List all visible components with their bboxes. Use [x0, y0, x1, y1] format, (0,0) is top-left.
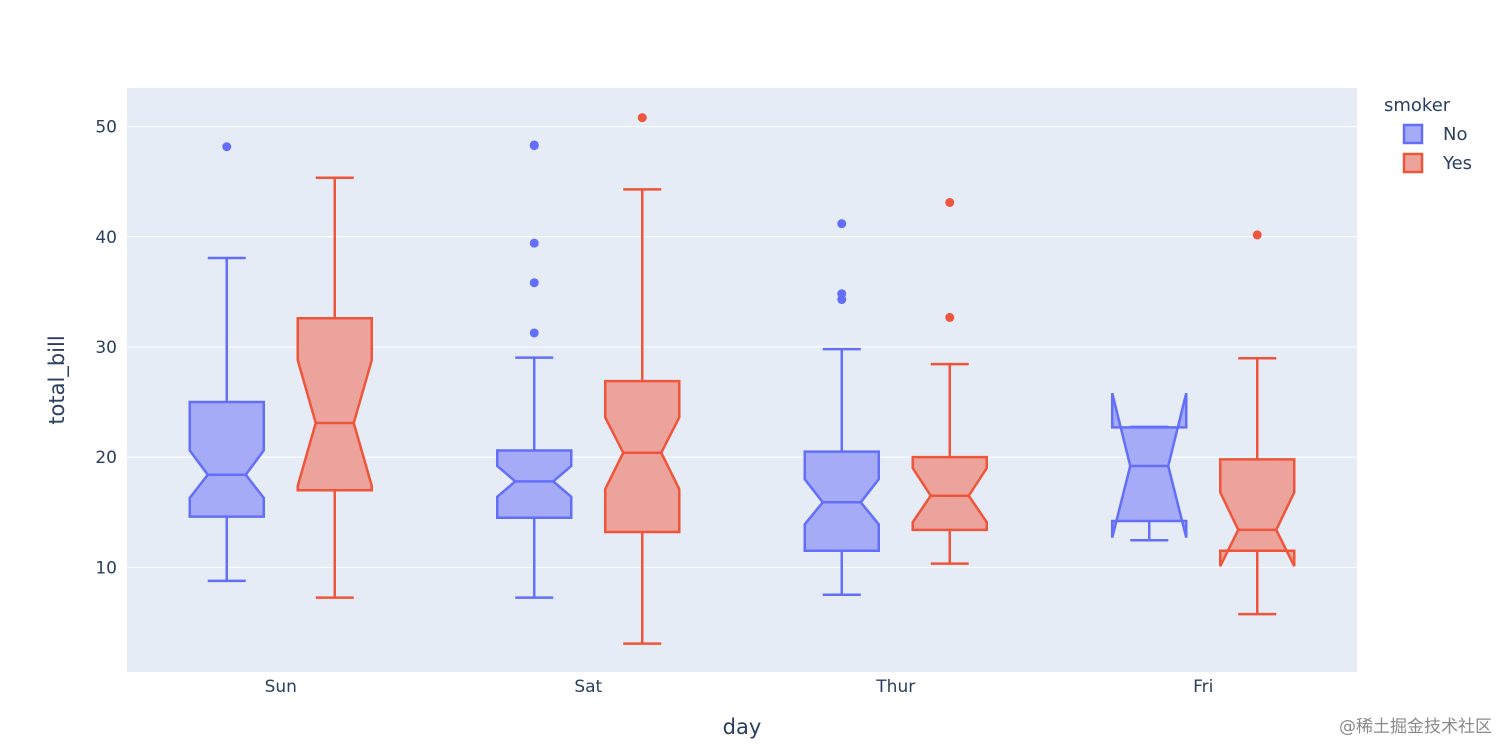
- box-body: [188, 400, 265, 518]
- x-tick-label-sat: Sat: [574, 677, 602, 697]
- watermark: @稀土掘金技术社区: [1339, 717, 1492, 737]
- y-axis-ticks: 10 20 30 40 50: [95, 118, 117, 579]
- x-tick-label-sun: Sun: [265, 677, 297, 697]
- box-yes-sun: [296, 176, 373, 599]
- x-axis-ticks: Sun Sat Thur Fri: [265, 677, 1214, 697]
- box-no-fri: [1111, 392, 1188, 542]
- legend-label: No: [1443, 124, 1467, 145]
- box-body: [604, 379, 681, 534]
- legend-label: Yes: [1442, 153, 1472, 174]
- outlier-point: [529, 141, 539, 151]
- y-tick-label: 30: [95, 338, 117, 358]
- outlier-point: [837, 295, 847, 305]
- y-axis-title: total_bill: [45, 335, 70, 424]
- y-tick-label: 40: [95, 228, 117, 248]
- outlier-point: [637, 113, 647, 123]
- legend: smoker No Yes: [1384, 95, 1472, 174]
- y-tick-label: 10: [95, 558, 117, 578]
- outlier-point: [222, 142, 232, 152]
- x-tick-label-thur: Thur: [875, 677, 915, 697]
- outlier-point: [529, 278, 539, 288]
- box-no-sun: [188, 142, 265, 583]
- x-tick-label-fri: Fri: [1193, 677, 1213, 697]
- box-body: [911, 455, 988, 532]
- y-tick-label: 20: [95, 448, 117, 468]
- legend-item-yes[interactable]: Yes: [1402, 152, 1472, 174]
- outlier-point: [945, 197, 955, 207]
- box-yes-sat: [604, 113, 681, 645]
- x-axis-title: day: [723, 715, 762, 739]
- box-no-thur: [803, 219, 880, 597]
- legend-title: smoker: [1384, 95, 1451, 116]
- box-traces: [188, 113, 1296, 645]
- legend-swatch: [1402, 152, 1424, 174]
- box-no-sat: [496, 140, 573, 599]
- outlier-point: [837, 219, 847, 229]
- box-body: [496, 449, 573, 519]
- box-body: [1219, 458, 1296, 567]
- legend-item-no[interactable]: No: [1402, 123, 1467, 145]
- outlier-point: [529, 328, 539, 338]
- y-tick-label: 50: [95, 118, 117, 138]
- box-yes-fri: [1219, 230, 1296, 616]
- outlier-point: [529, 238, 539, 248]
- outlier-point: [945, 312, 955, 322]
- box-yes-thur: [911, 197, 988, 565]
- outlier-point: [1252, 230, 1262, 240]
- legend-swatch: [1402, 123, 1424, 145]
- box-body: [296, 317, 373, 492]
